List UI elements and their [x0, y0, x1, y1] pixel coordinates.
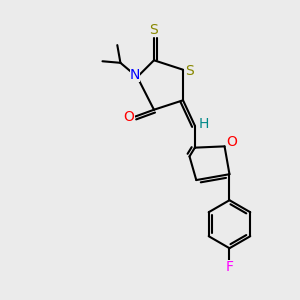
Text: S: S: [150, 23, 158, 37]
Text: O: O: [124, 110, 135, 124]
Text: F: F: [226, 260, 233, 274]
Text: N: N: [130, 68, 140, 82]
Text: O: O: [226, 135, 237, 149]
Text: H: H: [199, 117, 209, 131]
Text: S: S: [185, 64, 194, 78]
